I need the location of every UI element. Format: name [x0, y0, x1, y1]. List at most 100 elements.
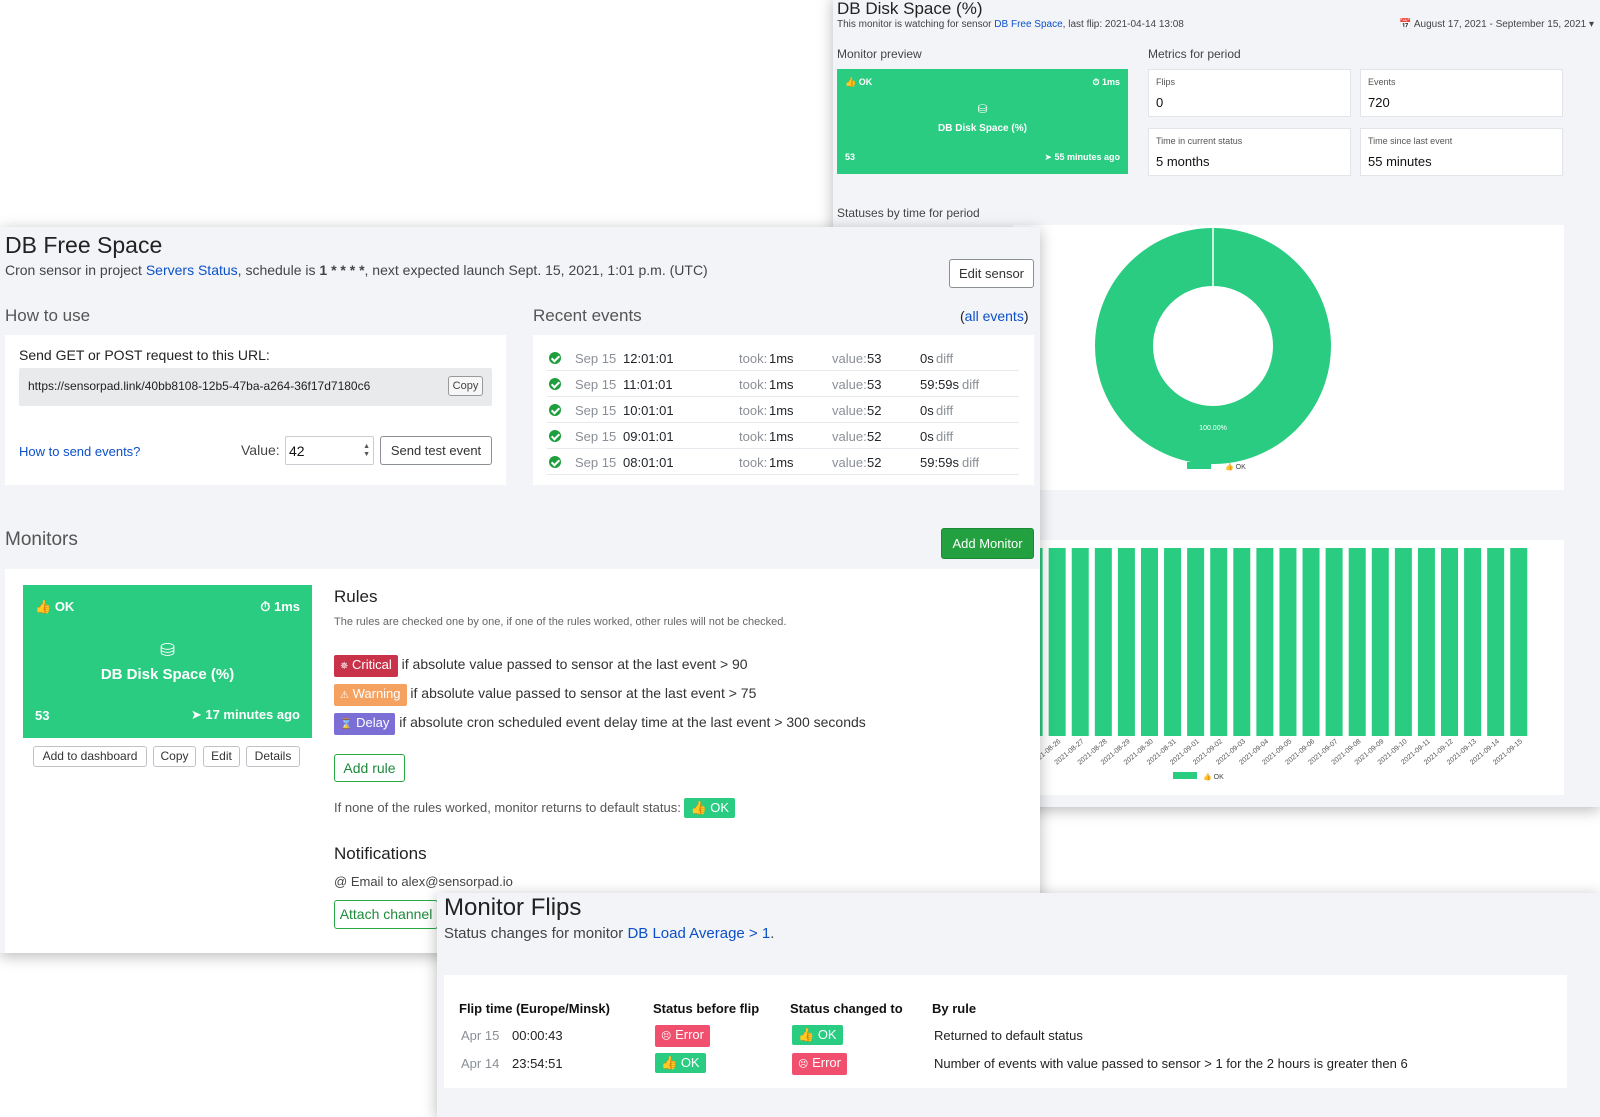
bar-chart: 42021-08-252021-08-262021-08-272021-08-2…: [1002, 548, 1528, 781]
tile-value: 53: [35, 708, 50, 723]
date-range-picker[interactable]: 📅 August 17, 2021 - September 15, 2021 ▾: [1399, 19, 1594, 30]
how-to-use-card: Send GET or POST request to this URL: ht…: [5, 335, 506, 485]
attach-channel-button[interactable]: Attach channel: [334, 900, 438, 929]
bar: [1302, 548, 1320, 736]
how-to-send-link[interactable]: How to send events?: [19, 444, 141, 459]
event-row[interactable]: Sep 15 08:01:01 took: 1ms value: 52 59:5…: [547, 449, 1019, 475]
send-test-event-button[interactable]: Send test event: [380, 436, 492, 465]
all-events-link[interactable]: all events: [964, 308, 1024, 324]
thumbs-up-icon: 👍: [690, 800, 707, 815]
flips-title: Monitor Flips: [444, 894, 582, 921]
event-row[interactable]: Sep 15 12:01:01 took: 1ms value: 53 0s d…: [547, 345, 1019, 371]
details-button[interactable]: Details: [246, 746, 300, 767]
delay-badge: ⌛ Delay: [334, 713, 396, 735]
took-time: ⏱ 1ms: [260, 599, 300, 614]
send-label: Send GET or POST request to this URL:: [19, 347, 270, 363]
metrics-heading: Metrics for period: [1148, 47, 1241, 61]
copy-monitor-button[interactable]: Copy: [153, 746, 196, 767]
monitor-preview-tile[interactable]: 👍 OK ⏱ 1ms ⛁ DB Disk Space (%) 53 ➤ 55 m…: [837, 69, 1128, 174]
event-row[interactable]: Sep 15 09:01:01 took: 1ms value: 52 0s d…: [547, 423, 1019, 449]
stopwatch-icon: ⏱: [260, 599, 271, 614]
add-monitor-button[interactable]: Add Monitor: [941, 528, 1034, 559]
send-icon: ➤: [1044, 152, 1052, 162]
check-circle-icon: [549, 456, 561, 471]
tile-name: DB Disk Space (%): [100, 666, 235, 683]
check-circle-icon: [549, 430, 561, 445]
error-badge: 😣 Error: [655, 1025, 710, 1047]
edit-monitor-button[interactable]: Edit: [203, 746, 240, 767]
send-icon: ➤: [190, 707, 202, 722]
thumbs-up-icon: 👍: [35, 599, 52, 614]
bar: [1279, 548, 1297, 736]
warning-badge: ⚠ Warning: [334, 684, 407, 706]
event-row[interactable]: Sep 15 11:01:01 took: 1ms value: 53 59:5…: [547, 371, 1019, 397]
monitor-detail-window: DB Disk Space (%) This monitor is watchi…: [833, 0, 1600, 807]
spinner-icon[interactable]: ▲ ▼: [363, 443, 370, 458]
rule-critical[interactable]: ✵ Critical if absolute value passed to s…: [334, 655, 748, 677]
event-row[interactable]: Sep 15 10:01:01 took: 1ms value: 52 0s d…: [547, 397, 1019, 423]
recent-events-card: Sep 15 12:01:01 took: 1ms value: 53 0s d…: [533, 335, 1034, 485]
bar: [1348, 548, 1366, 736]
add-rule-button[interactable]: Add rule: [334, 754, 405, 782]
donut-slice-label: 100.00%: [1199, 425, 1227, 432]
bar: [1117, 548, 1135, 736]
ok-badge: 👍 OK: [655, 1053, 706, 1073]
hourglass-icon: ⌛: [340, 719, 353, 730]
col-by-rule: By rule: [932, 1001, 977, 1016]
check-circle-icon: [549, 404, 561, 419]
rule-delay[interactable]: ⌛ Delay if absolute cron scheduled event…: [334, 713, 866, 735]
tile-value: 53: [845, 152, 856, 162]
legend-swatch: [1173, 772, 1197, 779]
legend-label: 👍 OK: [1203, 772, 1224, 781]
bar: [1233, 548, 1251, 736]
bar: [1464, 548, 1482, 736]
legend-label: 👍 OK: [1225, 462, 1246, 471]
rules-heading: Rules: [334, 587, 378, 606]
at-icon: @: [334, 874, 348, 889]
metric-flips: Flips 0: [1148, 69, 1351, 117]
bar: [1371, 548, 1389, 736]
schedule-value: 1 * * * *: [319, 262, 365, 278]
email-channel: @ Email to alex@sensorpad.io: [334, 874, 513, 889]
flip-row[interactable]: Apr 14 23:54:51 👍 OK 😣 Error Number of e…: [440, 1052, 1540, 1076]
thumbs-up-icon: 👍: [661, 1055, 678, 1070]
thumbs-up-icon: 👍: [845, 77, 857, 87]
flips-window: Monitor Flips Status changes for monitor…: [437, 893, 1600, 1117]
bar: [1210, 548, 1228, 736]
bar: [1187, 548, 1205, 736]
bar: [1441, 548, 1459, 736]
monitor-tile[interactable]: 👍 OK ⏱ 1ms ⛁ DB Disk Space (%) 53 ➤ 17 m…: [23, 585, 312, 738]
bar: [1487, 548, 1505, 736]
sensor-link[interactable]: DB Free Space: [994, 19, 1063, 30]
events-list: Sep 15 12:01:01 took: 1ms value: 53 0s d…: [547, 345, 1019, 477]
statuses-heading: Statuses by time for period: [837, 206, 980, 220]
stopwatch-icon: ⏱: [1092, 77, 1100, 87]
calendar-icon: 📅: [1399, 19, 1412, 30]
copy-url-button[interactable]: Copy: [448, 376, 483, 396]
bar: [1164, 548, 1182, 736]
bar: [1325, 548, 1343, 736]
donut-chart: 100.00% 👍 OK: [1095, 228, 1331, 471]
rules-note: The rules are checked one by one, if one…: [334, 616, 787, 628]
check-circle-icon: [549, 378, 561, 393]
status-ok: 👍 OK: [845, 77, 873, 87]
tile-ago: ➤ 55 minutes ago: [1044, 152, 1120, 162]
url-box: https://sensorpad.link/40bb8108-12b5-47b…: [19, 368, 492, 406]
monitor-link[interactable]: DB Load Average > 1: [627, 925, 771, 942]
edit-sensor-button[interactable]: Edit sensor: [949, 259, 1034, 288]
project-link[interactable]: Servers Status: [145, 262, 238, 278]
check-circle-icon: [549, 352, 561, 367]
flip-row[interactable]: Apr 15 00:00:43 😣 Error 👍 OK Returned to…: [440, 1024, 1540, 1048]
add-to-dashboard-button[interactable]: Add to dashboard: [33, 746, 147, 767]
rule-warning[interactable]: ⚠ Warning if absolute value passed to se…: [334, 684, 756, 706]
preview-heading: Monitor preview: [837, 47, 922, 61]
url-text[interactable]: https://sensorpad.link/40bb8108-12b5-47b…: [28, 379, 371, 393]
page-title: DB Disk Space (%): [837, 0, 983, 18]
database-icon: ⛁: [159, 640, 176, 660]
value-input[interactable]: 42 ▲ ▼: [285, 436, 374, 465]
bar: [1256, 548, 1274, 736]
bar: [1094, 548, 1112, 736]
page-subtitle: This monitor is watching for sensor DB F…: [837, 19, 1184, 30]
value-label: Value:: [241, 442, 280, 458]
col-status-before: Status before flip: [653, 1001, 760, 1016]
